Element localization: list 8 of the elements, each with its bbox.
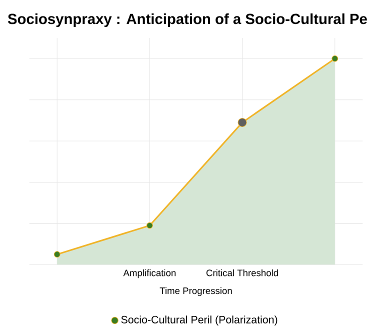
x-tick-label: Critical Threshold <box>206 269 278 276</box>
point <box>146 222 153 229</box>
x-axis-title: Time Progression <box>160 287 232 296</box>
point <box>332 55 338 62</box>
legend-label: Socio-Cultural Peril (Polarization) <box>121 316 278 326</box>
chart-title: Sociosynpraxy : Anticipation of a Socio-Cultural Pe <box>8 13 367 28</box>
point <box>54 251 60 258</box>
x-tick-label: Amplification <box>123 269 176 278</box>
